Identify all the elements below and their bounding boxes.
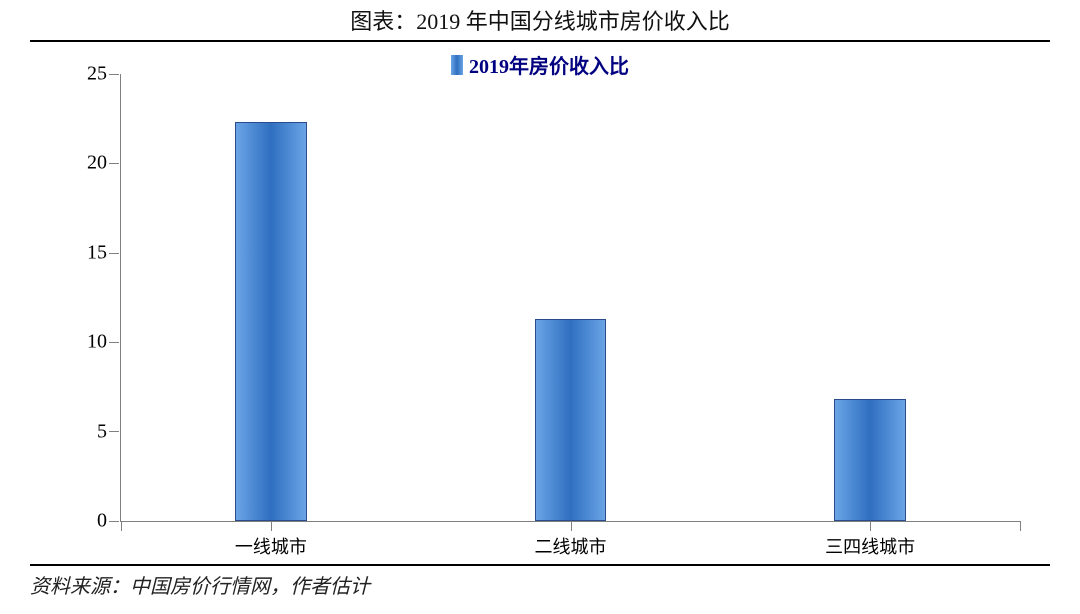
chart-area: 2019年房价收入比 0510152025一线城市二线城市三四线城市 [30,42,1050,562]
y-tick-label: 20 [87,152,107,175]
x-tick [121,521,122,531]
y-tick [109,431,119,432]
chart-title: 图表：2019 年中国分线城市房价收入比 [30,4,1050,40]
bar [834,399,906,521]
y-tick [109,74,119,75]
x-tick [1020,521,1021,531]
x-tick-label: 三四线城市 [825,533,915,559]
y-tick-label: 5 [97,420,107,443]
y-tick-label: 25 [87,63,107,86]
source-text: 资料来源：中国房价行情网，作者估计 [30,570,1050,603]
y-tick [109,342,119,343]
x-tick-label: 二线城市 [535,533,607,559]
y-tick-label: 10 [87,331,107,354]
bar [535,319,607,521]
y-tick-label: 0 [97,510,107,533]
x-tick [870,521,871,531]
plot-region: 0510152025一线城市二线城市三四线城市 [120,74,1020,522]
y-tick [109,163,119,164]
y-tick [109,521,119,522]
bar [235,122,307,521]
legend-swatch [451,55,463,75]
x-tick-label: 一线城市 [235,533,307,559]
footer-divider [30,564,1050,566]
x-tick [571,521,572,531]
x-tick [271,521,272,531]
y-tick-label: 15 [87,241,107,264]
y-tick [109,253,119,254]
